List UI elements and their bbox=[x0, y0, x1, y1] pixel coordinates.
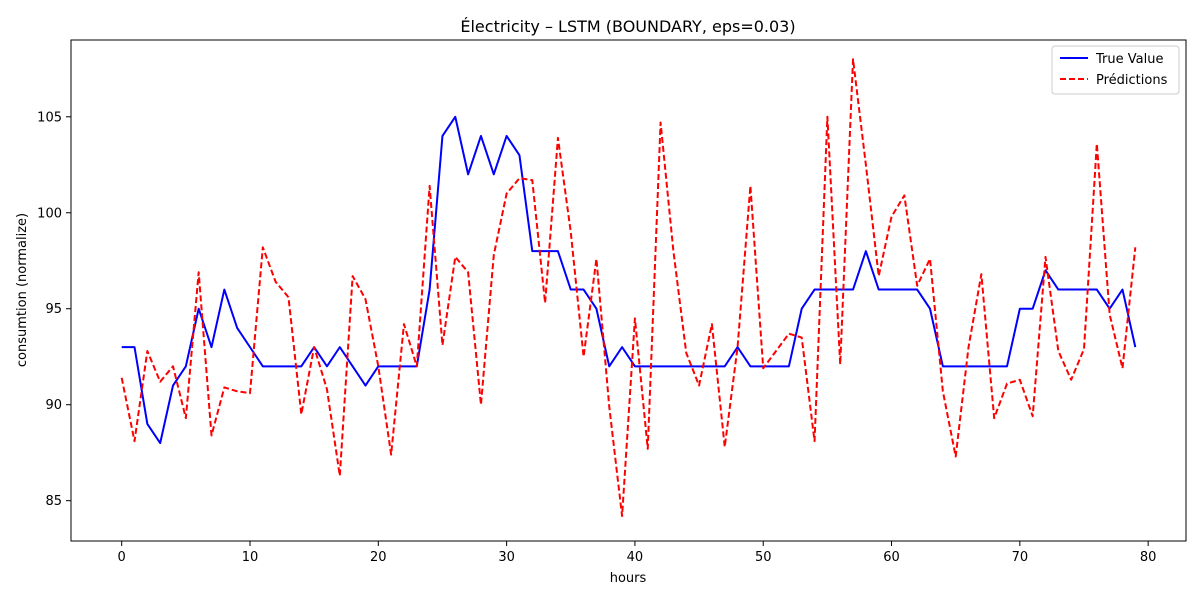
chart-title: Électricity – LSTM (BOUNDARY, eps=0.03) bbox=[460, 17, 795, 36]
series-line-predictions bbox=[120, 58, 1137, 518]
plot-frame bbox=[70, 39, 1187, 542]
y-tick-label: 100 bbox=[37, 206, 62, 221]
plot-lines bbox=[120, 58, 1137, 518]
y-tick-label: 85 bbox=[45, 494, 62, 509]
x-tick-label: 20 bbox=[370, 550, 387, 565]
x-tick-label: 10 bbox=[242, 550, 259, 565]
y-tick-label: 90 bbox=[45, 398, 62, 413]
legend-label-true-value: True Value bbox=[1095, 52, 1163, 67]
x-tick-label: 0 bbox=[118, 550, 126, 565]
legend: True Value Prédictions bbox=[1051, 45, 1180, 95]
y-tick-label: 105 bbox=[37, 110, 62, 125]
series-line-true-value bbox=[121, 115, 1137, 445]
y-tick-label: 95 bbox=[45, 302, 62, 317]
y-axis-label: consumtion (normalize) bbox=[15, 213, 30, 367]
x-tick-label: 60 bbox=[883, 550, 900, 565]
x-tick-label: 40 bbox=[627, 550, 644, 565]
x-tick-label: 30 bbox=[498, 550, 515, 565]
x-axis-label: hours bbox=[610, 571, 647, 586]
legend-label-predictions: Prédictions bbox=[1096, 73, 1168, 88]
x-axis: 0 10 20 30 40 50 60 70 80 bbox=[118, 541, 1157, 565]
x-tick-label: 50 bbox=[755, 550, 772, 565]
x-tick-label: 80 bbox=[1140, 550, 1157, 565]
y-axis: 85 90 95 100 105 bbox=[37, 110, 71, 509]
x-tick-label: 70 bbox=[1012, 550, 1029, 565]
